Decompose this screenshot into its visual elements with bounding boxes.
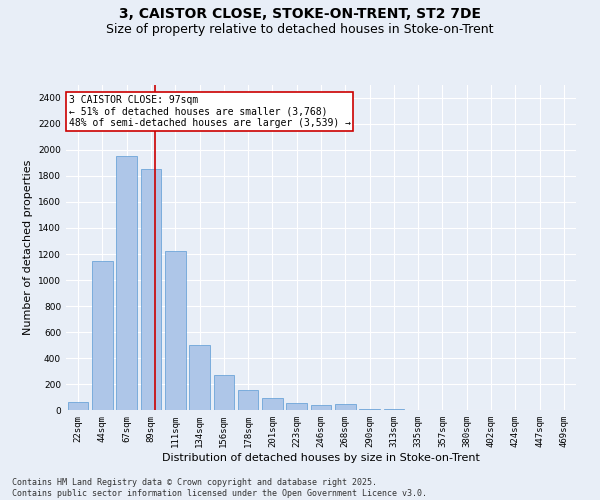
Bar xyxy=(68,402,88,410)
Bar xyxy=(214,375,234,410)
Y-axis label: Number of detached properties: Number of detached properties xyxy=(23,160,32,335)
Bar xyxy=(238,390,259,410)
Text: 3 CAISTOR CLOSE: 97sqm
← 51% of detached houses are smaller (3,768)
48% of semi-: 3 CAISTOR CLOSE: 97sqm ← 51% of detached… xyxy=(68,94,350,128)
Text: 3, CAISTOR CLOSE, STOKE-ON-TRENT, ST2 7DE: 3, CAISTOR CLOSE, STOKE-ON-TRENT, ST2 7D… xyxy=(119,8,481,22)
Bar xyxy=(116,156,137,410)
Bar xyxy=(189,345,210,410)
Bar xyxy=(262,398,283,410)
Bar xyxy=(165,252,185,410)
Bar xyxy=(92,260,113,410)
X-axis label: Distribution of detached houses by size in Stoke-on-Trent: Distribution of detached houses by size … xyxy=(162,452,480,462)
Bar xyxy=(140,170,161,410)
Text: Contains HM Land Registry data © Crown copyright and database right 2025.
Contai: Contains HM Land Registry data © Crown c… xyxy=(12,478,427,498)
Bar xyxy=(286,403,307,410)
Bar xyxy=(335,404,356,410)
Text: Size of property relative to detached houses in Stoke-on-Trent: Size of property relative to detached ho… xyxy=(106,22,494,36)
Bar xyxy=(311,406,331,410)
Bar xyxy=(359,408,380,410)
